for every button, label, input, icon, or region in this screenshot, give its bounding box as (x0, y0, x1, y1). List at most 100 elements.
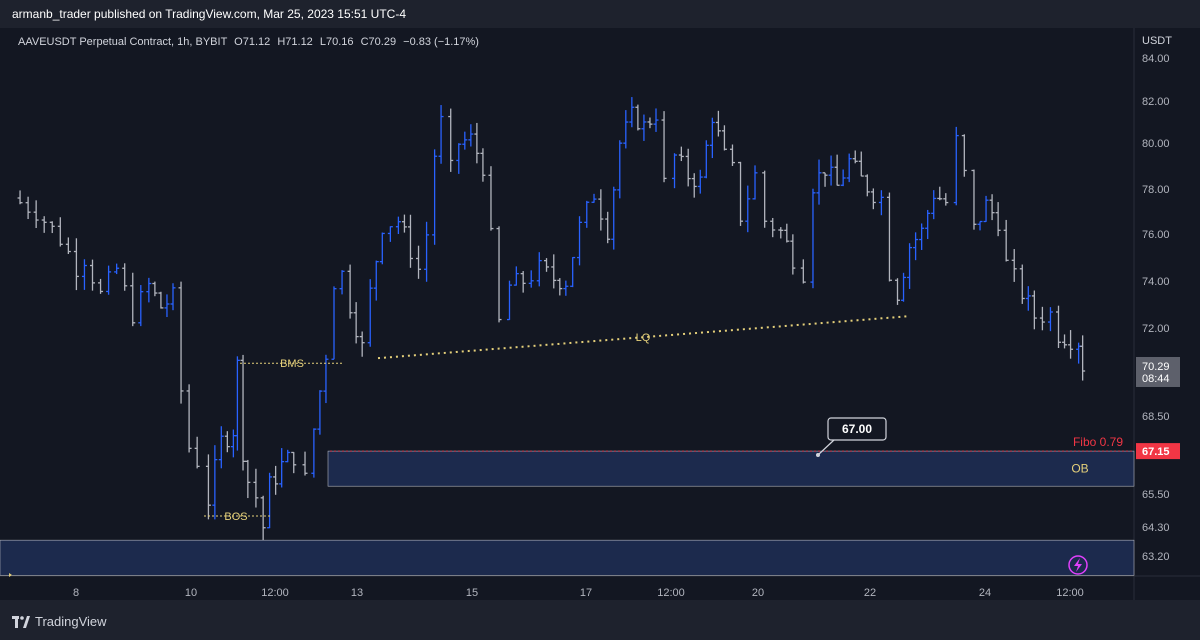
ohlc-bar (245, 459, 251, 499)
ohlc-bar (106, 265, 112, 295)
ohlc-bar (641, 114, 647, 141)
ohlc-bar (373, 260, 379, 301)
ohlc-bar (506, 280, 512, 321)
ohlc-bar (230, 429, 236, 458)
ohlc-bar (895, 278, 900, 305)
ohlc-bar (424, 221, 430, 282)
time-axis-tick: 12:00 (1056, 587, 1084, 599)
ohlc-bar (577, 216, 583, 266)
scroll-left-icon[interactable] (9, 573, 12, 577)
ohlc-bar (1025, 286, 1031, 311)
ohlc-bar (528, 270, 534, 288)
ohlc-bar (629, 97, 635, 128)
chart-area[interactable]: BMS BOS LQ OB Fibo 0.79 67.00 USDT 84.00 82.00 80… (0, 28, 1200, 600)
ohlc-bar (164, 294, 170, 318)
ohlc-bar (291, 451, 297, 474)
liquidity-line[interactable] (377, 315, 909, 360)
ohlc-bar (1019, 264, 1025, 304)
publish-header: armanb_trader published on TradingView.c… (0, 0, 1200, 28)
ohlc-bar (1031, 290, 1037, 330)
price-axis-tick: 82.00 (1142, 96, 1170, 108)
ohlc-bar (194, 436, 200, 469)
tradingview-logo[interactable]: TradingView (12, 614, 107, 629)
ohlc-bar (901, 272, 907, 302)
ohlc-bar (49, 221, 55, 234)
lower-demand-zone[interactable] (0, 539, 1135, 576)
ohlc-bar (943, 193, 949, 206)
ohlc-bar (715, 110, 721, 137)
lightning-bolt-icon (1074, 558, 1082, 572)
symbol-name[interactable]: AAVEUSDT Perpetual Contract, 1h, BYBIT (18, 36, 228, 48)
ohlc-bar (661, 111, 667, 183)
ohlc-bar (234, 356, 240, 451)
bar-countdown: 08:44 (1142, 373, 1170, 385)
ohlc-bar (810, 188, 816, 289)
ob-label: OB (1071, 462, 1088, 476)
ohlc-bar (557, 278, 563, 296)
ohlc-bar (1080, 335, 1086, 381)
order-block-zone[interactable] (327, 450, 1135, 487)
ohlc-bar (339, 270, 345, 295)
symbol-legend[interactable]: AAVEUSDT Perpetual Contract, 1h, BYBIT O… (18, 36, 479, 48)
current-price-tag[interactable] (1136, 356, 1180, 387)
ohlc-bar (513, 266, 519, 286)
ohlc-bar (205, 454, 211, 520)
fibo-price-tag[interactable] (1136, 443, 1180, 460)
price-axis-tick: 84.00 (1142, 53, 1170, 65)
ohlc-bar (870, 188, 876, 210)
price-axis-tick: 68.50 (1142, 411, 1170, 423)
price-axis-tick: 76.00 (1142, 229, 1170, 241)
price-callout-label: 67.00 (842, 422, 872, 436)
ohlc-bar (212, 445, 218, 520)
time-axis-tick: 13 (351, 587, 363, 599)
price-callout-box[interactable] (827, 417, 887, 441)
ohlc-bar (617, 140, 623, 199)
ohlc-bar (653, 108, 659, 132)
ohlc-bar (745, 185, 751, 233)
ohlc-bar (57, 217, 63, 247)
ohlc-bar (146, 277, 152, 303)
ohlc-bar (591, 193, 597, 203)
lq-label: LQ (636, 332, 651, 344)
price-axis-tick: 80.00 (1142, 138, 1170, 150)
ohlc-bar (570, 256, 576, 288)
ohlc-bar (691, 173, 697, 198)
ohlc-bar (353, 302, 359, 344)
ohlc-bar (41, 216, 47, 233)
lightning-icon[interactable] (1068, 555, 1088, 575)
ohlc-bar (1062, 334, 1068, 349)
ohlc-bar (738, 161, 744, 226)
ohlc-bar (778, 227, 784, 239)
ohlc-bar (544, 258, 550, 272)
ohlc-bar (240, 354, 246, 471)
ohlc-bar (913, 232, 919, 261)
ohlc-bar (224, 431, 230, 453)
ohlc-bar (331, 286, 337, 360)
ohlc-bar (919, 223, 925, 250)
ohlc-bar (721, 125, 727, 151)
ohlc-bar (311, 428, 317, 478)
ohlc-bar (790, 234, 796, 275)
ohlc-bar (697, 169, 703, 194)
ohlc-bar (685, 148, 691, 187)
ohlc-bar (678, 146, 684, 162)
ohlc-bar (1068, 330, 1074, 359)
tradingview-logo-text: TradingView (35, 614, 107, 629)
ohlc-bar (995, 202, 1001, 237)
ohlc-bar (858, 151, 864, 177)
ohlc-bar (130, 272, 136, 327)
ohlc-bar (480, 148, 486, 182)
ohlc-bar (584, 200, 590, 228)
ohlc-bar (672, 153, 678, 189)
ohlc-bar (983, 195, 989, 223)
ohlc-bar (186, 384, 192, 453)
ohlc-bar (432, 149, 438, 245)
ohlc-bar (1039, 306, 1045, 331)
ohlc-bar (729, 144, 735, 166)
ohlc-bar (285, 449, 291, 463)
ohlc-bar (359, 331, 365, 357)
ohlc-bar (536, 252, 542, 287)
ohlc-bar (816, 159, 822, 205)
ohlc-bar (138, 285, 144, 327)
